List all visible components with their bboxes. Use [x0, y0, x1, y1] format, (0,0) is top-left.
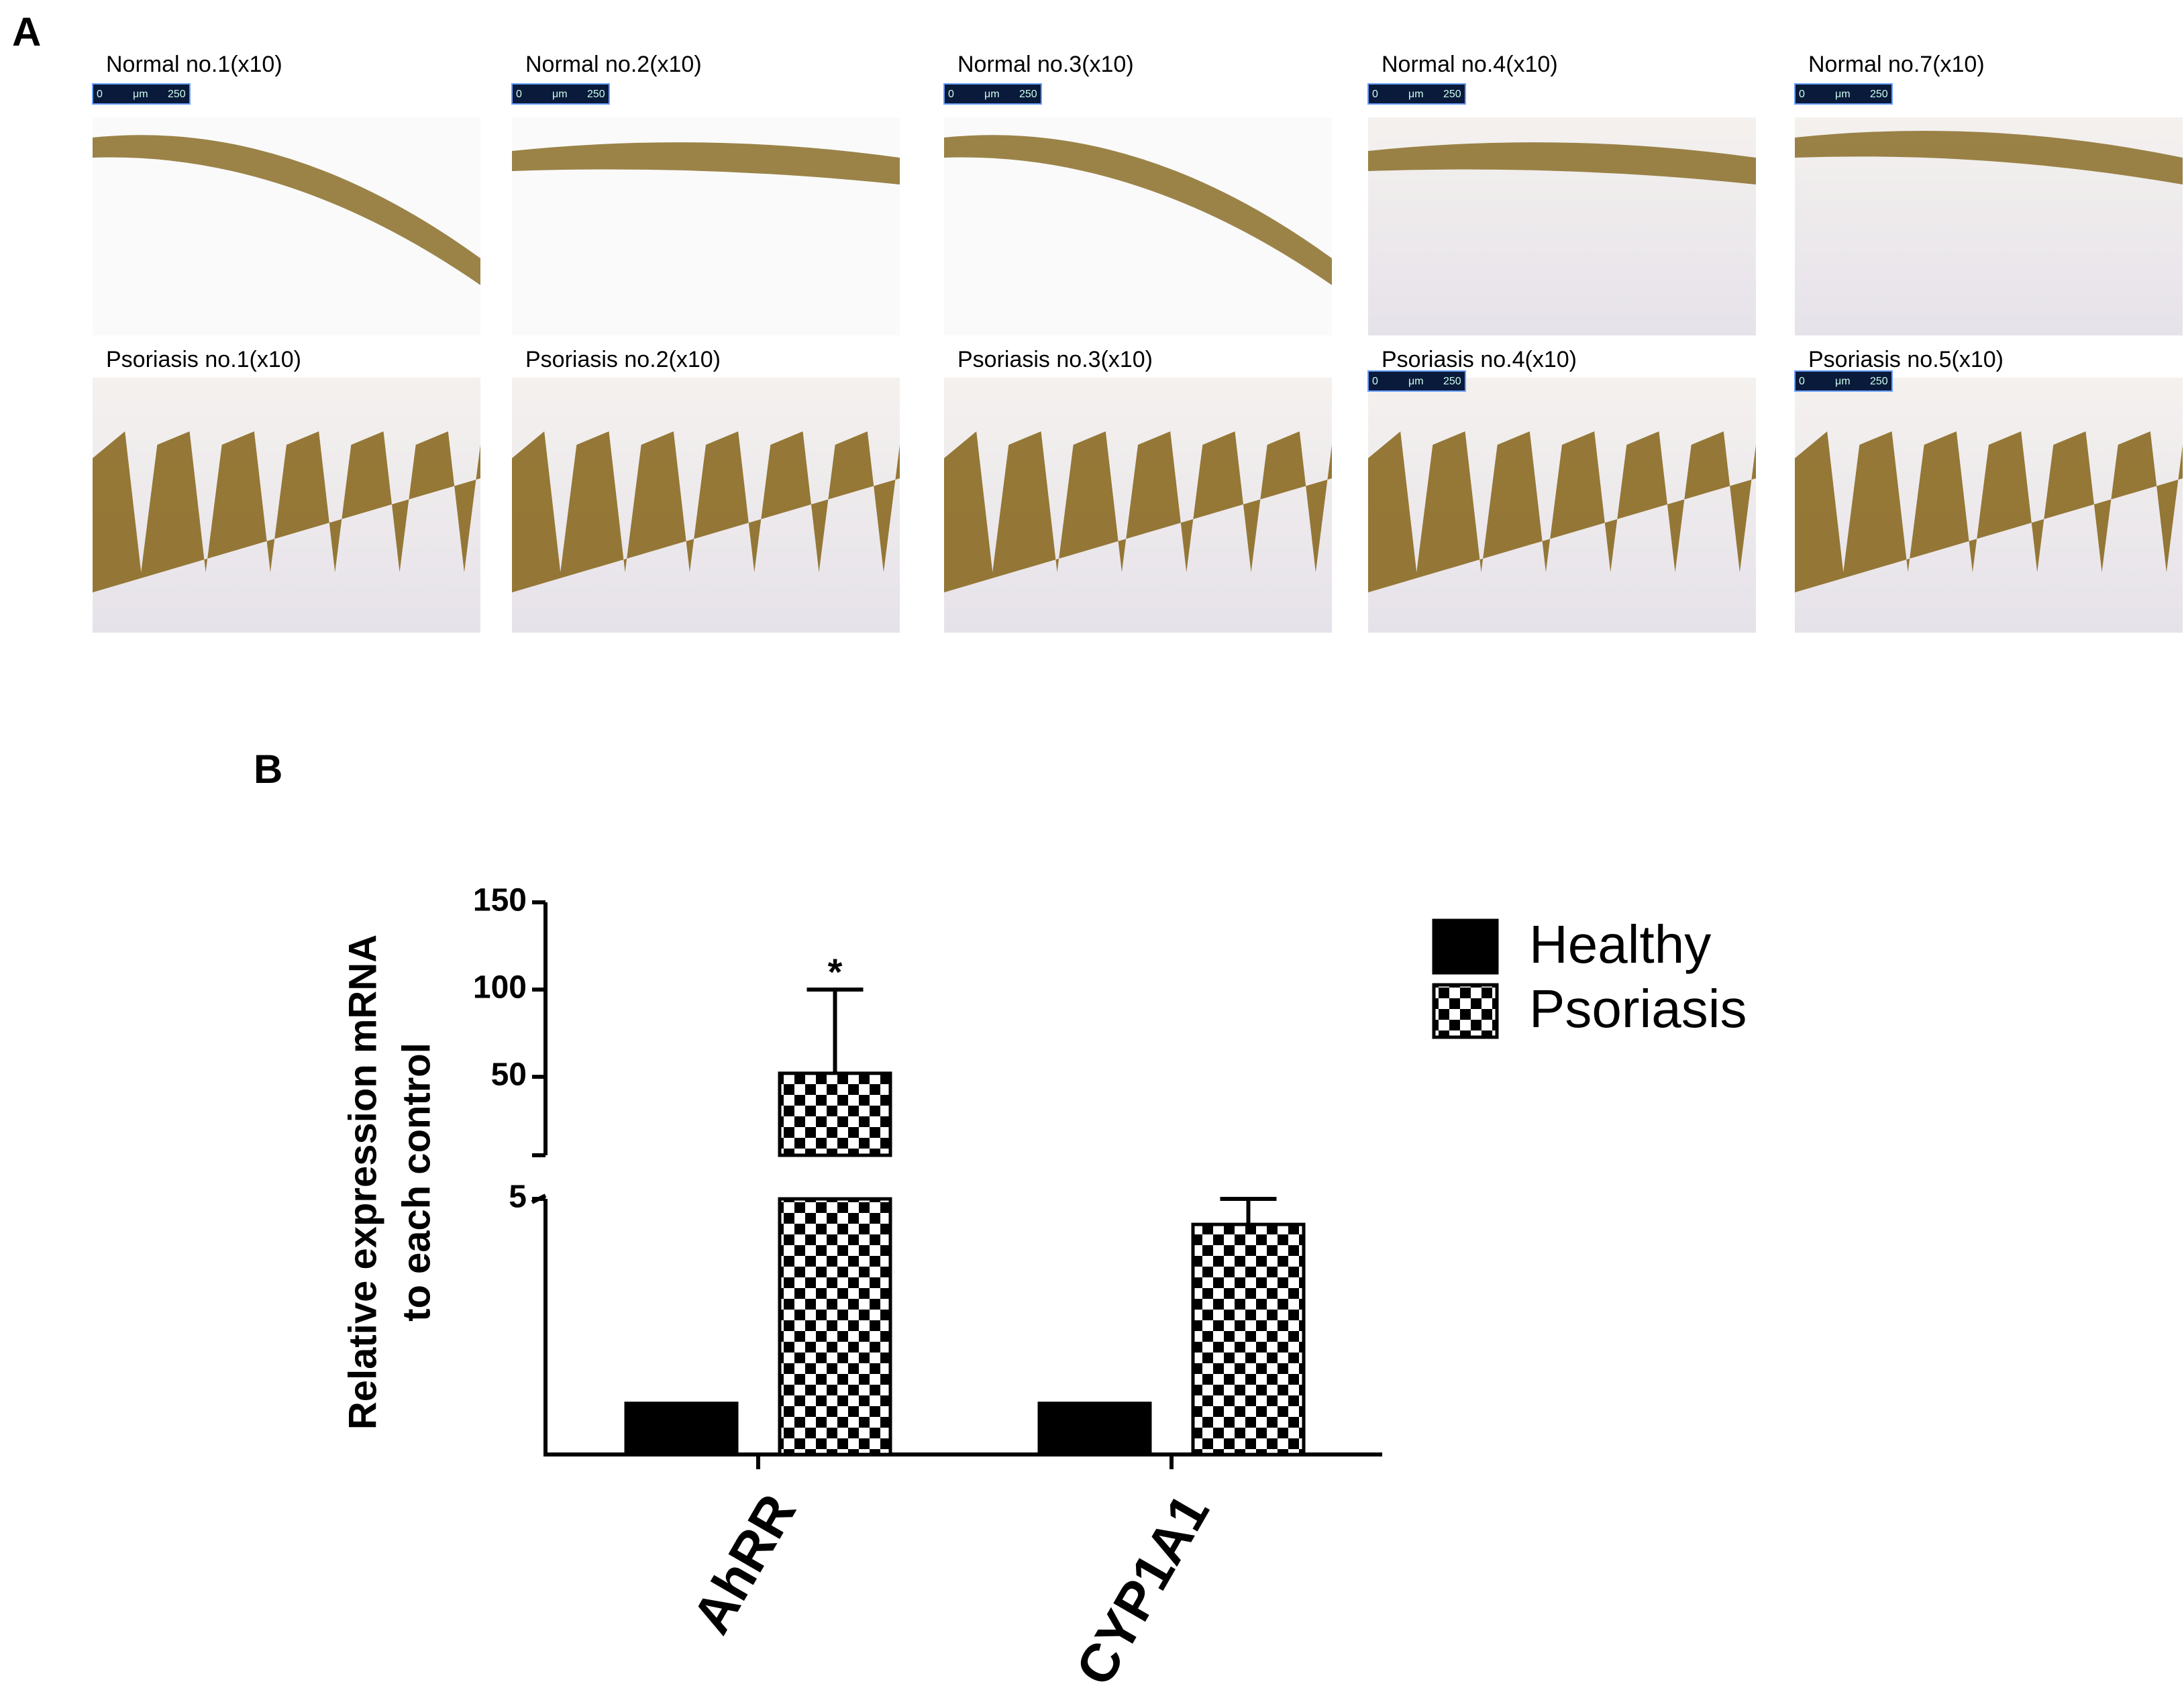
panel-label: A [12, 9, 41, 54]
bar-segment [778, 1071, 892, 1157]
bar [1037, 1401, 1152, 1456]
scale-text: μm [1835, 89, 1851, 100]
epidermis [93, 405, 480, 592]
image-caption: Normal no.7(x10) [1808, 52, 1985, 77]
image-caption: Psoriasis no.2(x10) [525, 347, 721, 372]
scale-text: 250 [1443, 376, 1461, 387]
bar [624, 1401, 739, 1456]
epidermis [944, 405, 1332, 592]
annotation: * [828, 951, 843, 993]
legend-swatch [1432, 983, 1499, 1039]
scale-text: μm [1408, 376, 1424, 387]
scale-text: 250 [1019, 89, 1037, 100]
scale-bar [511, 83, 610, 105]
scale-text: 250 [1443, 89, 1461, 100]
legend-swatch [1432, 918, 1499, 975]
scale-text: μm [133, 89, 148, 100]
scale-text: 0 [948, 89, 954, 100]
panel-label: B [254, 747, 282, 792]
error-bar [1220, 1197, 1277, 1225]
bar-segment [1191, 1222, 1306, 1456]
image-caption: Normal no.3(x10) [957, 52, 1134, 77]
epidermis [1795, 405, 2183, 592]
legend-label: Healthy [1529, 914, 1711, 974]
scale-text: 0 [1799, 89, 1805, 100]
epidermis [1368, 142, 1756, 184]
epidermis [944, 135, 1332, 285]
epidermis [93, 135, 480, 285]
scale-text: μm [1408, 89, 1424, 100]
y-tick-label: 5 [509, 1179, 527, 1215]
image-caption: Psoriasis no.4(x10) [1382, 347, 1577, 372]
epidermis [1368, 405, 1756, 592]
legend-label: Psoriasis [1529, 979, 1747, 1039]
image-caption: Psoriasis no.1(x10) [106, 347, 301, 372]
scale-text: 250 [1870, 376, 1888, 387]
scale-bar [1794, 370, 1893, 392]
y-tick-label: 100 [473, 970, 527, 1006]
epidermis [1795, 131, 2183, 184]
scale-bar [1367, 370, 1466, 392]
scale-text: μm [984, 89, 1000, 100]
scale-text: 250 [168, 89, 186, 100]
epidermis [512, 142, 900, 184]
y-axis-label: to each control [395, 1043, 438, 1322]
image-caption: Normal no.2(x10) [525, 52, 702, 77]
y-axis-label: Relative expression mRNA [341, 935, 384, 1430]
scale-bar [943, 83, 1042, 105]
bar-segment [778, 1197, 892, 1456]
scale-bar [92, 83, 191, 105]
x-tick-label: AhRR [681, 1485, 807, 1644]
scale-text: 0 [1799, 376, 1805, 387]
bar [1191, 1222, 1306, 1456]
bar-segment [624, 1401, 739, 1456]
scale-text: μm [1835, 376, 1851, 387]
y-tick-label: 150 [473, 883, 527, 918]
image-caption: Psoriasis no.3(x10) [957, 347, 1153, 372]
scale-bar [1794, 83, 1893, 105]
y-tick-label: 50 [491, 1057, 527, 1093]
scale-text: 0 [1372, 89, 1378, 100]
scale-text: 0 [97, 89, 103, 100]
image-caption: Normal no.1(x10) [106, 52, 282, 77]
scale-text: 0 [1372, 376, 1378, 387]
scale-text: 250 [1870, 89, 1888, 100]
scale-bar [1367, 83, 1466, 105]
image-caption: Psoriasis no.5(x10) [1808, 347, 2004, 372]
image-caption: Normal no.4(x10) [1382, 52, 1558, 77]
x-tick-label: CYP1A1 [1064, 1485, 1220, 1695]
epidermis [512, 405, 900, 592]
scale-text: 250 [587, 89, 605, 100]
bar-segment [1037, 1401, 1152, 1456]
error-bar [807, 988, 864, 1073]
scale-text: μm [552, 89, 568, 100]
scale-text: 0 [516, 89, 522, 100]
bar [778, 1071, 892, 1456]
